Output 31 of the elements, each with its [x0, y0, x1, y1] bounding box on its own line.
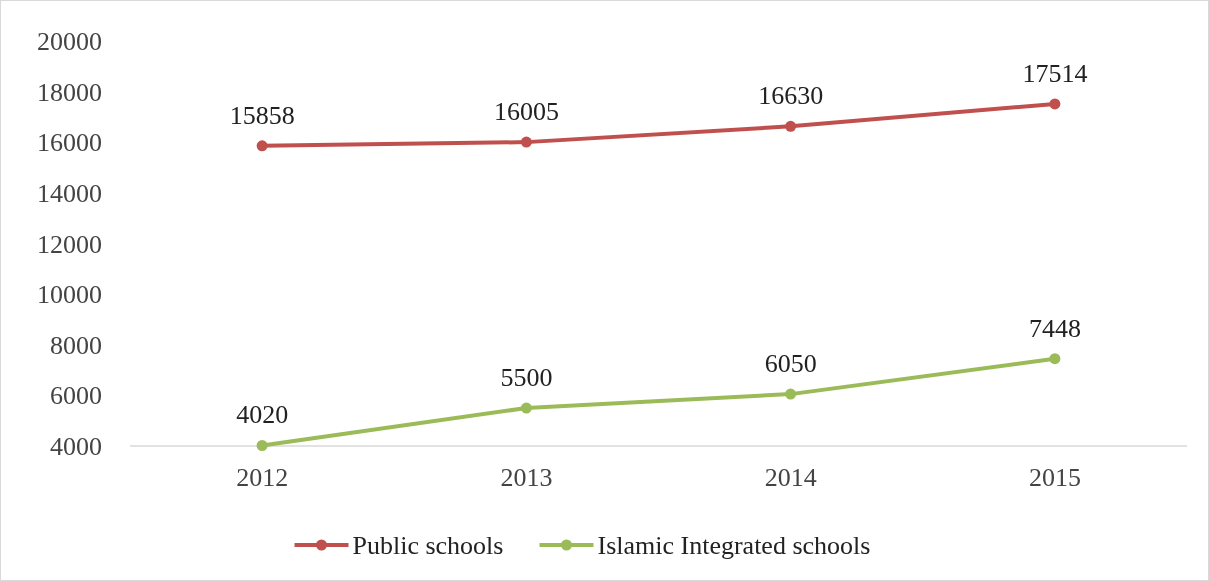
data-label: 5500 [500, 363, 553, 393]
legend-label: Public schools [352, 531, 504, 561]
y-tick-label: 12000 [37, 229, 102, 259]
point [520, 402, 532, 414]
x-tick-label: 2014 [764, 463, 817, 492]
y-tick-label: 10000 [37, 280, 102, 310]
legend-label: Islamic Integrated schools [597, 531, 871, 561]
y-tick-label: 16000 [37, 128, 102, 158]
point [785, 388, 797, 400]
point [1049, 98, 1061, 110]
y-tick-label: 14000 [37, 178, 102, 208]
point [520, 136, 532, 148]
y-tick-label: 18000 [37, 77, 102, 107]
y-tick-label: 6000 [50, 381, 102, 411]
x-tick-label: 2013 [500, 463, 553, 492]
x-tick-label: 2015 [1028, 463, 1081, 492]
data-label: 15858 [229, 100, 295, 130]
point [1049, 353, 1061, 365]
y-tick-label: 4000 [50, 432, 102, 462]
data-label: 7448 [1028, 313, 1081, 343]
point [256, 439, 268, 451]
y-tick-label: 20000 [37, 27, 102, 57]
x-tick-label: 2012 [236, 463, 289, 492]
data-label: 16630 [758, 81, 824, 111]
data-label: 4020 [236, 400, 289, 430]
point [256, 140, 268, 152]
data-label: 6050 [764, 349, 817, 379]
y-tick-label: 8000 [50, 330, 102, 360]
data-label: 17514 [1022, 58, 1088, 88]
point [785, 120, 797, 132]
data-label: 16005 [493, 97, 559, 127]
